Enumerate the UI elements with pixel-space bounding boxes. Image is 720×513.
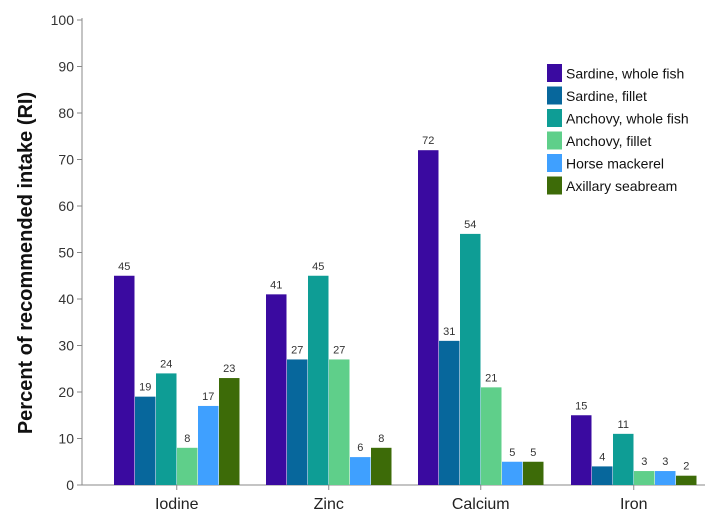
legend-swatch <box>547 154 562 172</box>
bar <box>613 433 634 485</box>
bar-value-label: 8 <box>184 433 190 445</box>
bar-value-label: 3 <box>662 456 668 468</box>
x-category-label: Zinc <box>314 496 344 513</box>
bar-value-label: 31 <box>443 326 455 338</box>
y-tick-label: 20 <box>58 384 74 400</box>
y-tick-label: 90 <box>58 59 74 75</box>
bar-value-label: 6 <box>357 442 363 454</box>
bar-value-label: 17 <box>202 391 214 403</box>
y-tick-label: 60 <box>58 198 74 214</box>
legend-label: Axillary seabream <box>566 178 677 194</box>
bar-value-label: 2 <box>683 461 689 473</box>
bar <box>571 415 592 485</box>
legend-swatch <box>547 176 562 195</box>
bar-value-label: 45 <box>118 261 130 273</box>
bar-value-label: 27 <box>333 344 345 356</box>
bar-value-label: 8 <box>378 433 384 445</box>
bar <box>371 447 392 485</box>
y-tick-label: 0 <box>66 477 74 493</box>
bar <box>177 447 198 485</box>
bar <box>287 359 308 485</box>
bar <box>156 373 177 485</box>
y-tick-label: 10 <box>58 431 74 447</box>
y-tick-label: 100 <box>51 12 75 28</box>
bar <box>655 471 676 485</box>
bar <box>439 340 460 485</box>
bar <box>460 233 481 485</box>
bar-value-label: 5 <box>509 447 515 459</box>
legend-swatch <box>547 109 562 127</box>
bar <box>114 275 135 485</box>
bar <box>350 457 371 485</box>
x-category-label: Iodine <box>155 496 199 513</box>
y-tick-label: 40 <box>58 291 74 307</box>
bars <box>114 150 697 485</box>
bar-value-label: 27 <box>291 344 303 356</box>
bar <box>198 405 219 485</box>
bar-value-label: 41 <box>270 279 282 291</box>
legend-swatch <box>547 64 562 82</box>
y-axis-title-group: Percent of recommended intake (RI) <box>15 92 37 434</box>
bar-value-label: 15 <box>575 400 587 412</box>
legend-label: Anchovy, fillet <box>566 133 651 149</box>
axes: 0 10 20 30 40 50 60 70 80 90 100 Iodine Zinc Calcium I… <box>51 12 705 513</box>
bar-value-label: 3 <box>641 456 647 468</box>
bar <box>634 471 655 485</box>
legend: Sardine, whole fish Sardine, fillet Anchov… <box>547 64 689 195</box>
bar <box>266 294 287 485</box>
bar <box>523 461 544 485</box>
legend-swatch <box>547 131 562 150</box>
y-tick-label: 80 <box>58 105 74 121</box>
y-tick-label: 30 <box>58 338 74 354</box>
bar-value-label: 45 <box>312 261 324 273</box>
bar <box>592 466 613 485</box>
bar-value-label: 54 <box>464 219 476 231</box>
value-labels: 45 19 24 8 17 23 41 27 45 27 6 8 72 31 54 21 5 5 15 4 11 3 3 2 <box>118 135 689 473</box>
y-axis-title: Percent of recommended intake (RI) <box>15 92 37 434</box>
bar <box>481 387 502 485</box>
y-tick-label: 50 <box>58 245 74 261</box>
y-tick-label: 70 <box>58 152 74 168</box>
x-category-label: Iron <box>620 496 648 513</box>
bar-value-label: 11 <box>618 419 629 431</box>
bar <box>135 396 156 485</box>
bar-value-label: 23 <box>223 363 235 375</box>
x-category-label: Calcium <box>452 496 510 513</box>
bar <box>676 475 697 485</box>
legend-swatch <box>547 86 562 105</box>
bar <box>329 359 350 485</box>
bar <box>219 378 240 485</box>
bar <box>502 461 523 485</box>
bar-value-label: 4 <box>599 451 605 463</box>
legend-label: Horse mackerel <box>566 156 664 172</box>
bar-value-label: 5 <box>530 447 536 459</box>
bar <box>418 150 439 485</box>
legend-label: Sardine, fillet <box>566 88 647 104</box>
bar <box>308 275 329 485</box>
legend-label: Anchovy, whole fish <box>566 111 689 127</box>
bar-value-label: 72 <box>422 135 434 147</box>
bar-value-label: 24 <box>160 358 172 370</box>
bar-value-label: 19 <box>139 382 151 394</box>
legend-label: Sardine, whole fish <box>566 66 684 82</box>
bar-value-label: 21 <box>485 372 497 384</box>
